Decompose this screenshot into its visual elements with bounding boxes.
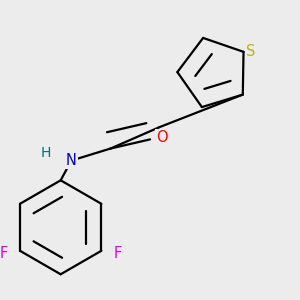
Text: F: F	[114, 246, 122, 261]
Text: F: F	[0, 246, 8, 261]
Text: O: O	[156, 130, 168, 146]
Text: H: H	[40, 146, 51, 160]
Text: S: S	[246, 44, 256, 59]
Text: N: N	[66, 153, 77, 168]
